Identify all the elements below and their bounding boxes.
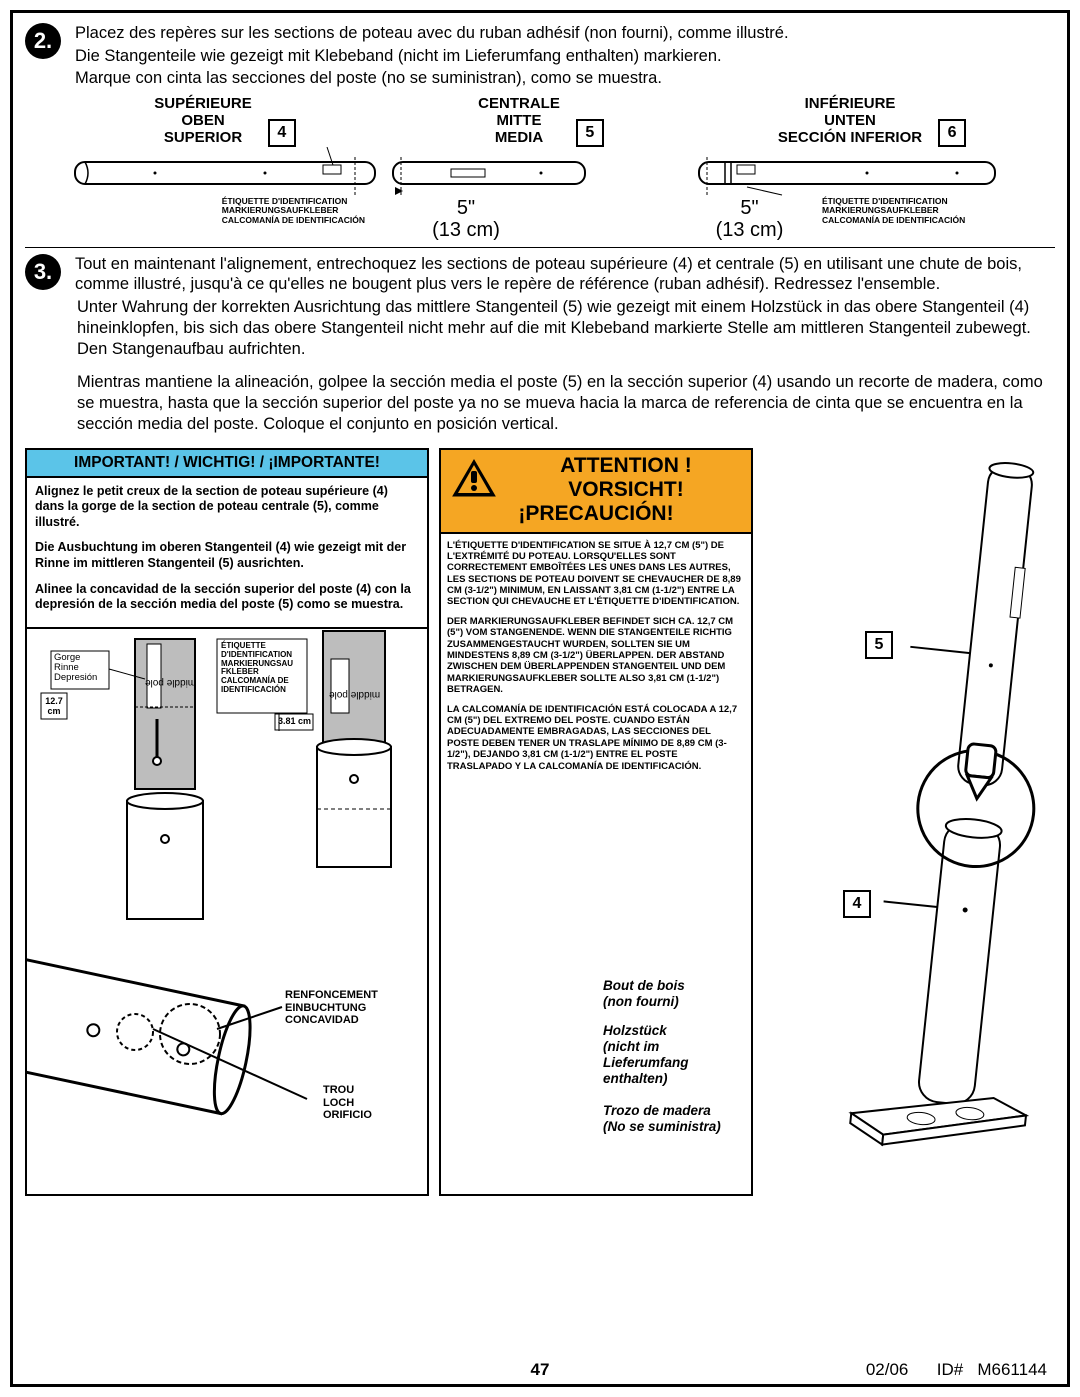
step3-fr: Tout en maintenant l'alignement, entrech… (75, 254, 1055, 295)
trou-label: TROU LOCH ORIFICIO (323, 1084, 372, 1122)
separator (25, 247, 1055, 248)
step2-fr: Placez des repères sur les sections de p… (75, 23, 789, 44)
page: 2. Placez des repères sur les sections d… (10, 10, 1070, 1387)
important-figure: Gorge Rinne Depresión 12.7 cm middle pol… (27, 627, 427, 1194)
h381: 3.81 cm (278, 716, 311, 726)
pole2-svg (391, 147, 691, 197)
step-3-number: 3. (25, 254, 61, 290)
footer: 47 02/06 ID# M661144 (13, 1360, 1067, 1380)
pole2-title: CENTRALE MITTE MEDIA (478, 95, 560, 147)
h127: 12.7 cm (43, 696, 65, 716)
attention-header: ATTENTION ! VORSICHT! ¡PRECAUCIÓN! (439, 448, 753, 534)
part-6-box: 6 (938, 119, 966, 147)
att-p1: L'ÉTIQUETTE D'IDENTIFICATION SE SITUE À … (447, 540, 745, 608)
step3-es: Mientras mantiene la alineación, golpee … (77, 372, 1055, 435)
gorge-label: Gorge Rinne Depresión (54, 653, 97, 683)
pole-diagram-row: SUPÉRIEURE OBEN SUPERIOR 4 ÉTIQUETTE D'I… (65, 95, 1055, 241)
attention-body: L'ÉTIQUETTE D'IDENTIFICATION SE SITUE À … (441, 534, 751, 786)
important-body: Alignez le petit creux de la section de … (27, 478, 427, 627)
wood-label-de: Holzstück (nicht im Lieferumfang enthalt… (603, 1023, 753, 1088)
important-box: IMPORTANT! / WICHTIG! / ¡IMPORTANTE! Ali… (25, 448, 429, 1196)
renf-label: RENFONCEMENT EINBUCHTUNG CONCAVIDAD (285, 989, 378, 1027)
imp-p1: Alignez le petit creux de la section de … (35, 484, 419, 531)
pole1-title: SUPÉRIEURE OBEN SUPERIOR (154, 95, 252, 147)
wood-label-es: Trozo de madera (No se suministra) (603, 1103, 773, 1135)
lower-row: IMPORTANT! / WICHTIG! / ¡IMPORTANTE! Ali… (25, 448, 1055, 1196)
pole3-decal-label: ÉTIQUETTE D'IDENTIFICATION MARKIERUNGSAU… (822, 197, 965, 241)
important-header: IMPORTANT! / WICHTIG! / ¡IMPORTANTE! (27, 450, 427, 478)
right-svg (763, 448, 1063, 1178)
page-number: 47 (531, 1360, 550, 1380)
mp1: middle pole (145, 677, 196, 688)
part-5-box: 5 (576, 119, 604, 147)
imp-p2: Die Ausbuchtung im oberen Stangenteil (4… (35, 540, 419, 571)
warning-icon (451, 458, 497, 498)
right-part4: 4 (843, 890, 871, 918)
imp-p3: Alinee la concavidad de la sección super… (35, 582, 419, 613)
wood-label-fr: Bout de bois (non fourni) (603, 978, 753, 1010)
att-p3: LA CALCOMANÍA DE IDENTIFICACIÓN ESTÁ COL… (447, 704, 745, 772)
pole1-decal-label: ÉTIQUETTE D'IDENTIFICATION MARKIERUNGSAU… (222, 197, 365, 226)
etq-label: ÉTIQUETTE D'IDENTIFICATION MARKIERUNGSAU… (221, 642, 305, 695)
step-3-text: Tout en maintenant l'alignement, entrech… (75, 254, 1055, 297)
step-2-text: Placez des repères sur les sections de p… (75, 23, 789, 91)
pole1-svg (65, 147, 385, 197)
step-2-number: 2. (25, 23, 61, 59)
step-3: 3. Tout en maintenant l'alignement, entr… (25, 254, 1055, 297)
part-4-box: 4 (268, 119, 296, 147)
right-figure: 5 4 Bout de bois (non fourni) Holzstück … (763, 448, 1063, 1196)
step3-de: Unter Wahrung der korrekten Ausrichtung … (77, 297, 1055, 360)
att-p2: DER MARKIERUNGSAUFKLEBER BEFINDET SICH C… (447, 616, 745, 696)
mp2: middle pole (329, 689, 380, 700)
step2-es: Marque con cinta las secciones del poste… (75, 68, 789, 89)
pole3-title: INFÉRIEURE UNTEN SECCIÓN INFERIOR (778, 95, 922, 147)
footer-right: 02/06 ID# M661144 (866, 1360, 1047, 1380)
pole3-svg (697, 147, 1047, 197)
step-2: 2. Placez des repères sur les sections d… (25, 23, 1055, 91)
step2-de: Die Stangenteile wie gezeigt mit Klebeba… (75, 46, 789, 67)
right-part5: 5 (865, 631, 893, 659)
